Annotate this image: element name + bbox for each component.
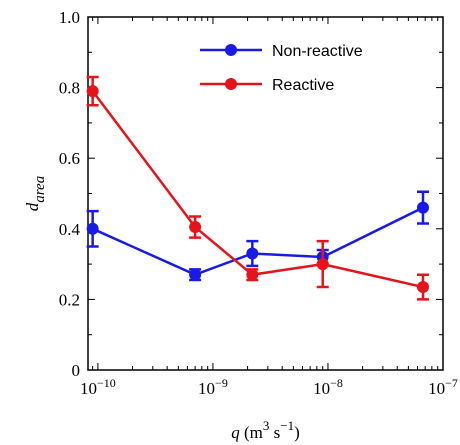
x-label-part: ) — [294, 423, 300, 442]
x-label-part: q — [231, 423, 240, 442]
legend-marker — [225, 44, 237, 56]
y-axis-label: darea — [23, 176, 48, 211]
legend-label: Reactive — [272, 77, 334, 94]
data-point — [189, 221, 202, 234]
y-tick-label: 0 — [72, 361, 81, 380]
y-tick-label: 1.0 — [59, 8, 80, 27]
data-point — [416, 201, 429, 214]
data-point — [316, 258, 329, 271]
y-label-part: d — [23, 202, 42, 211]
x-label-part: (m — [240, 423, 263, 442]
x-tick-label: 10−7 — [428, 376, 458, 398]
x-label-part: 3 — [263, 418, 270, 433]
data-point — [86, 222, 99, 235]
data-point — [189, 268, 202, 281]
y-tick-label: 0.4 — [59, 220, 81, 239]
x-tick-label: 10−10 — [80, 376, 116, 398]
y-tick-label: 0.8 — [59, 79, 80, 98]
plot-frame — [87, 16, 444, 371]
data-point — [416, 281, 429, 294]
x-label-part: −1 — [280, 418, 294, 433]
y-tick-label: 0.6 — [59, 149, 80, 168]
legend-label: Non-reactive — [272, 43, 363, 60]
x-tick-label: 10−9 — [198, 376, 228, 398]
x-axis-label: q (m3 s−1) — [231, 418, 300, 442]
data-point — [246, 247, 259, 260]
y-label-part: area — [32, 176, 48, 203]
data-point — [246, 268, 259, 281]
data-point — [86, 85, 99, 98]
series-line — [91, 90, 424, 289]
y-tick-label: 0.2 — [59, 290, 80, 309]
x-label-part: s — [269, 423, 280, 442]
x-tick-label: 10−8 — [313, 376, 343, 398]
legend-marker — [225, 78, 237, 90]
